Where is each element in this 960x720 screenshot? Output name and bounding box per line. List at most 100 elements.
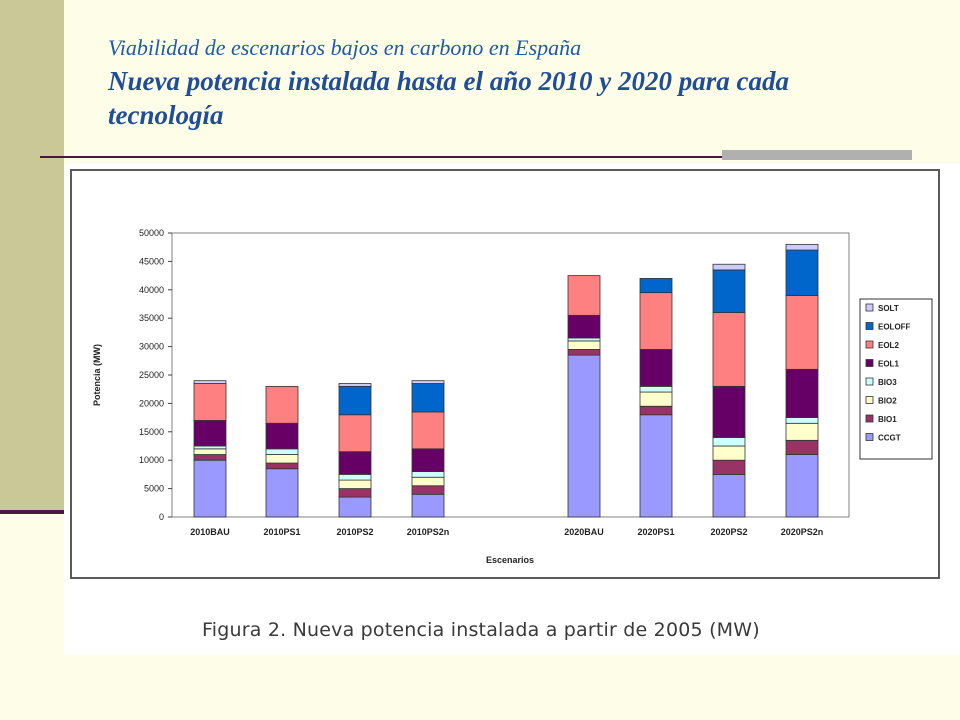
- x-tick-label: 2010PS2: [336, 527, 373, 537]
- bar-segment-solt: [785, 243, 819, 251]
- bar-segment-bio1: [785, 439, 819, 455]
- y-tick-label: 5000: [144, 484, 164, 494]
- y-tick-label: 0: [159, 512, 164, 522]
- bar-segment-bio3: [785, 417, 819, 424]
- bar-segment-eol2: [639, 292, 673, 350]
- bar-segment-eol1: [712, 385, 746, 438]
- y-tick-label: 40000: [139, 285, 164, 295]
- legend-swatch: [865, 340, 874, 349]
- bar-segment-bio2: [785, 422, 819, 441]
- bar-segment-bio2: [567, 340, 601, 350]
- bar-segment-bio3: [712, 437, 746, 447]
- chart: 0 5000 10000 15000 20000 25000 30000 35000 40000…: [92, 228, 933, 565]
- bar-segment-solt: [712, 263, 746, 271]
- legend-label: EOL2: [878, 341, 899, 350]
- left-decor-band: [0, 0, 64, 510]
- legend-swatch: [865, 303, 874, 312]
- bar-segment-eol2: [193, 383, 227, 421]
- bar-segment-ccgt: [265, 468, 299, 518]
- bar-segment-bio3: [193, 445, 227, 450]
- x-tick-label: 2020BAU: [564, 527, 604, 537]
- bar-segment-ccgt: [338, 496, 372, 518]
- bar-segment-bio1: [338, 488, 372, 498]
- figure-panel: 0 5000 10000 15000 20000 25000 30000 35000 40000…: [64, 163, 960, 655]
- slide-subtitle: Viabilidad de escenarios bajos en carbon…: [108, 35, 582, 60]
- bar-segment-eol1: [639, 349, 673, 387]
- bar-segment-eol1: [265, 422, 299, 450]
- y-tick-label: 20000: [139, 398, 164, 408]
- bar-segment-bio3: [338, 473, 372, 481]
- bar-segment-eoloff: [338, 385, 372, 416]
- bar-segment-eol1: [567, 314, 601, 339]
- bar-segment-bio2: [639, 391, 673, 407]
- y-tick-label: 15000: [139, 427, 164, 437]
- legend-label: EOL1: [878, 360, 899, 369]
- bar-segment-eol2: [785, 295, 819, 370]
- bar-segment-eol1: [338, 451, 372, 475]
- y-axis-label: Potencia (MW): [92, 344, 102, 406]
- bar-segment-eol2: [411, 411, 445, 450]
- bar-segment-eoloff: [411, 383, 445, 413]
- bar-segment-bio2: [411, 476, 445, 487]
- bar-segment-eoloff: [639, 278, 673, 294]
- x-tick-label: 2020PS2: [710, 527, 747, 537]
- bar-segment-eol1: [193, 420, 227, 447]
- figure-caption: Figura 2. Nueva potencia instalada a par…: [202, 619, 760, 641]
- legend-label: SOLT: [878, 304, 899, 313]
- bar-segment-ccgt: [712, 473, 746, 518]
- x-axis-label: Escenarios: [486, 555, 534, 565]
- bar-segment-eoloff: [712, 269, 746, 313]
- bar-segment-ccgt: [411, 493, 445, 518]
- bar-segment-eol2: [712, 312, 746, 387]
- bar-segment-solt: [338, 383, 372, 387]
- bar-segment-eol2: [567, 275, 601, 316]
- x-tick-label: 2010PS1: [263, 527, 300, 537]
- bar-segment-eoloff: [785, 249, 819, 296]
- legend-label: BIO1: [878, 415, 897, 424]
- x-tick-label: 2020PS1: [637, 527, 674, 537]
- legend-swatch: [865, 377, 874, 386]
- bar-segment-eol2: [265, 385, 299, 424]
- bar-segment-eol1: [785, 368, 819, 419]
- y-tick-label: 50000: [139, 228, 164, 238]
- legend-swatch: [865, 414, 874, 423]
- bar-segment-bio1: [193, 454, 227, 461]
- bar-segment-ccgt: [193, 459, 227, 518]
- bar-segment-bio1: [712, 459, 746, 475]
- legend-label: BIO2: [878, 397, 897, 406]
- bar-segment-ccgt: [567, 354, 601, 518]
- x-tick-label: 2010PS2n: [407, 527, 450, 537]
- bar-segment-ccgt: [785, 454, 819, 518]
- bar-segment-bio2: [193, 448, 227, 455]
- left-decor-bar: [0, 510, 64, 514]
- slide-title: Nueva potencia instalada hasta el año 20…: [108, 66, 789, 130]
- bar-segment-eol1: [411, 448, 445, 472]
- bar-segment-bio2: [712, 445, 746, 461]
- title-area: Viabilidad de escenarios bajos en carbon…: [108, 34, 908, 132]
- bar-segment-bio1: [639, 405, 673, 416]
- y-tick-label: 25000: [139, 370, 164, 380]
- legend-swatch: [865, 359, 874, 367]
- title-divider: [40, 156, 912, 158]
- bar-segment-bio1: [411, 485, 445, 495]
- bar-segment-bio2: [265, 454, 299, 464]
- bar-segment-bio3: [567, 337, 601, 342]
- bar-segment-bio2: [338, 479, 372, 489]
- y-tick-label: 35000: [139, 313, 164, 323]
- legend-label: BIO3: [878, 378, 897, 387]
- y-tick-label: 45000: [139, 256, 164, 266]
- legend-label: CCGT: [878, 434, 901, 443]
- bar-segment-bio3: [411, 471, 445, 478]
- bar-segment-bio1: [567, 349, 601, 356]
- bar-segment-bio3: [639, 385, 673, 393]
- legend-label: EOLOFF: [878, 323, 911, 332]
- y-tick-label: 30000: [139, 342, 164, 352]
- x-tick-label: 2010BAU: [190, 527, 230, 537]
- bar-segment-bio1: [265, 462, 299, 470]
- x-tick-label: 2020PS2n: [781, 527, 824, 537]
- chart-frame: [70, 169, 940, 579]
- y-tick-label: 10000: [139, 455, 164, 465]
- bar-segment-solt: [193, 380, 227, 384]
- title-divider-accent: [722, 150, 912, 160]
- bar-segment-eol2: [338, 414, 372, 453]
